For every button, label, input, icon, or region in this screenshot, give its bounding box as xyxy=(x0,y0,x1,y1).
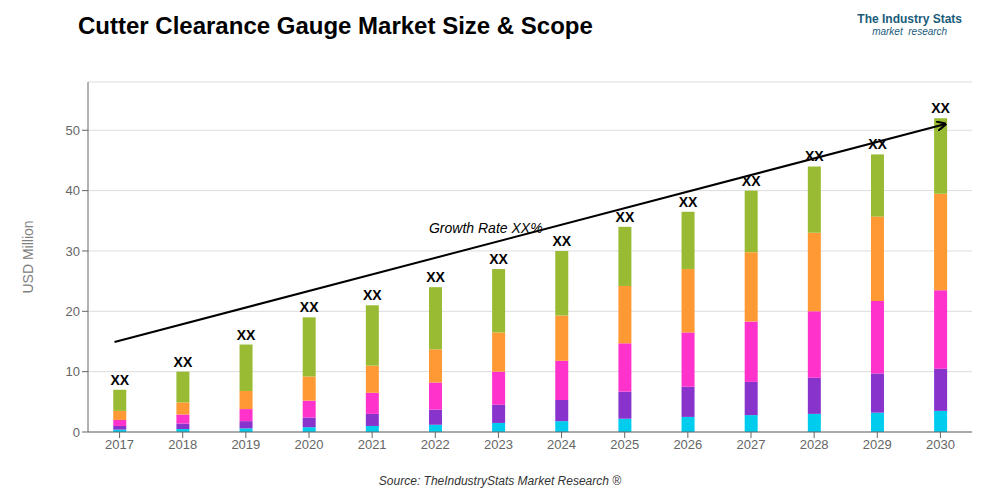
svg-text:XX: XX xyxy=(868,136,887,152)
html-text:market research: market research xyxy=(872,26,948,37)
html-text:Cutter Clearance Gauge Market: Cutter Clearance Gauge Market Size & Sco… xyxy=(78,12,593,39)
svg-text:20: 20 xyxy=(66,304,80,319)
svg-text:USD Million: USD Million xyxy=(20,220,36,293)
svg-text:XX: XX xyxy=(300,299,319,315)
svg-text:XX: XX xyxy=(742,173,761,189)
svg-text:XX: XX xyxy=(931,100,950,116)
svg-text:XX: XX xyxy=(363,287,382,303)
svg-text:0: 0 xyxy=(73,425,80,440)
svg-text:XX: XX xyxy=(110,372,129,388)
svg-text:2025: 2025 xyxy=(610,437,639,452)
svg-text:XX: XX xyxy=(237,327,256,343)
svg-text:2030: 2030 xyxy=(926,437,955,452)
svg-text:2023: 2023 xyxy=(484,437,513,452)
svg-text:2020: 2020 xyxy=(295,437,324,452)
svg-text:XX: XX xyxy=(805,148,824,164)
svg-text:Growth Rate XX%: Growth Rate XX% xyxy=(429,220,543,236)
svg-text:2027: 2027 xyxy=(737,437,766,452)
svg-text:2017: 2017 xyxy=(105,437,134,452)
svg-text:XX: XX xyxy=(489,251,508,267)
html-text:Source: TheIndustryStats Marke: Source: TheIndustryStats Market Research… xyxy=(378,474,622,488)
svg-text:XX: XX xyxy=(552,233,571,249)
svg-text:50: 50 xyxy=(66,123,80,138)
svg-text:2028: 2028 xyxy=(800,437,829,452)
svg-text:2026: 2026 xyxy=(673,437,702,452)
svg-text:2029: 2029 xyxy=(863,437,892,452)
svg-text:XX: XX xyxy=(174,354,193,370)
html-text:The Industry Stats: The Industry Stats xyxy=(857,12,962,26)
svg-text:2024: 2024 xyxy=(547,437,576,452)
svg-text:30: 30 xyxy=(66,244,80,259)
svg-text:10: 10 xyxy=(66,364,80,379)
svg-text:2018: 2018 xyxy=(168,437,197,452)
svg-text:2022: 2022 xyxy=(421,437,450,452)
svg-text:XX: XX xyxy=(679,194,698,210)
svg-text:2021: 2021 xyxy=(358,437,387,452)
svg-text:XX: XX xyxy=(616,209,635,225)
svg-text:40: 40 xyxy=(66,183,80,198)
svg-text:XX: XX xyxy=(426,269,445,285)
svg-text:2019: 2019 xyxy=(231,437,260,452)
